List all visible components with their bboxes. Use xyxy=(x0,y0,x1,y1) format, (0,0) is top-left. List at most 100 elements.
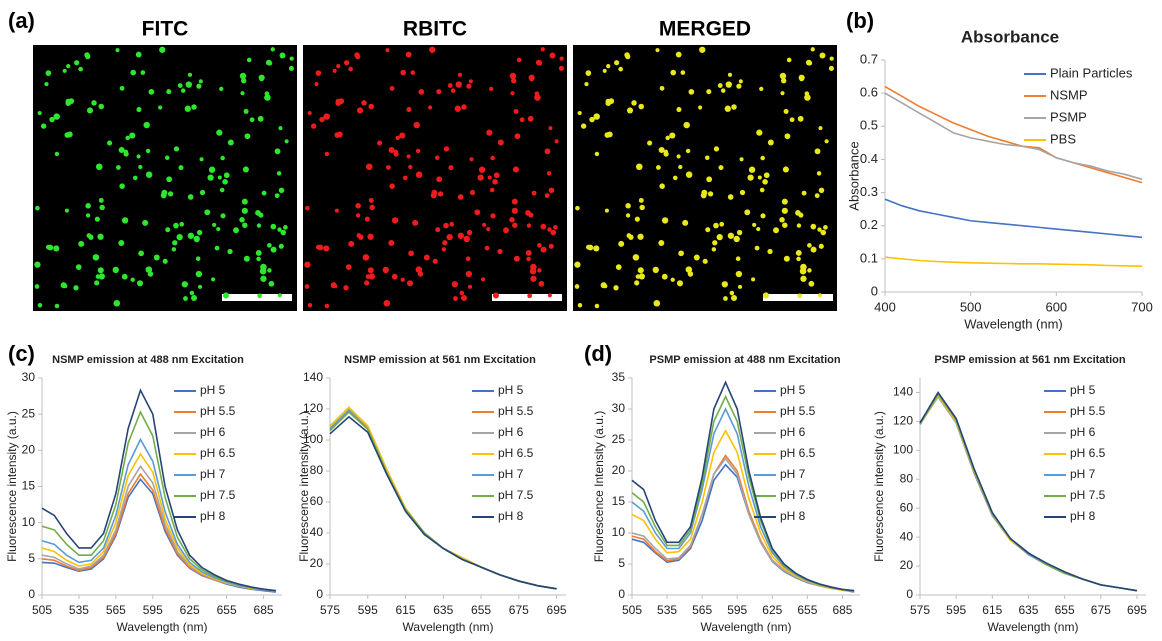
y-tick-label: 0.4 xyxy=(860,151,878,166)
y-tick-label: 40 xyxy=(900,529,914,543)
particle xyxy=(178,165,184,171)
particle xyxy=(762,292,769,299)
particle xyxy=(256,223,262,228)
particle xyxy=(512,166,519,173)
x-tick-label: 575 xyxy=(320,603,340,617)
particle xyxy=(185,81,192,88)
particle xyxy=(85,203,91,209)
legend-label: pH 7 xyxy=(498,467,524,481)
data-line xyxy=(884,92,1143,181)
particle xyxy=(829,56,834,61)
particle xyxy=(383,299,391,307)
legend-label: pH 5 xyxy=(1070,383,1096,397)
particle xyxy=(343,285,349,291)
particle xyxy=(615,264,622,270)
particle xyxy=(800,275,807,282)
particle xyxy=(412,219,419,226)
particle xyxy=(92,254,100,261)
particle xyxy=(37,303,43,308)
particle xyxy=(332,68,337,73)
particle xyxy=(653,299,661,307)
particle xyxy=(45,70,52,76)
particle xyxy=(672,175,678,181)
particle xyxy=(436,176,443,183)
x-tick-label: 505 xyxy=(622,603,642,617)
particle xyxy=(725,81,732,88)
y-tick-label: 0 xyxy=(906,587,913,601)
particle xyxy=(659,85,665,91)
particle xyxy=(711,247,717,252)
particle xyxy=(537,243,542,248)
particle xyxy=(147,271,154,277)
x-tick-label: 535 xyxy=(69,603,89,617)
particle xyxy=(415,266,423,273)
particle xyxy=(652,266,659,274)
particle xyxy=(548,126,553,131)
particle xyxy=(334,132,341,138)
particle xyxy=(534,91,540,96)
particle xyxy=(489,187,495,193)
particle xyxy=(304,284,310,289)
particle xyxy=(767,139,774,146)
particle xyxy=(391,273,398,280)
legend-label: pH 6.5 xyxy=(1070,446,1106,460)
particle xyxy=(417,271,424,277)
particle xyxy=(647,140,653,146)
particle xyxy=(244,133,251,140)
particle xyxy=(130,277,135,282)
particle xyxy=(415,171,423,178)
particle xyxy=(625,213,631,218)
particle xyxy=(680,70,686,75)
particle xyxy=(447,83,453,88)
legend-label: pH 8 xyxy=(1070,509,1096,523)
particle xyxy=(457,194,464,200)
particle xyxy=(678,250,684,257)
image-title: RBITC xyxy=(403,18,467,41)
particle xyxy=(455,81,462,88)
legend-label: Plain Particles xyxy=(1050,65,1133,80)
particle xyxy=(199,189,206,196)
particle xyxy=(177,83,183,88)
particle xyxy=(585,70,592,76)
particle xyxy=(240,91,245,96)
particle xyxy=(60,282,67,289)
particle xyxy=(687,271,694,277)
particle xyxy=(399,132,406,139)
particle xyxy=(94,216,100,222)
particle xyxy=(199,157,204,162)
particle xyxy=(511,207,518,214)
particle xyxy=(148,88,155,95)
particle xyxy=(706,89,712,95)
particle xyxy=(280,229,287,236)
x-tick-label: 655 xyxy=(797,603,817,617)
particle xyxy=(362,254,370,261)
particle xyxy=(138,250,144,257)
particle xyxy=(663,149,669,154)
particle xyxy=(344,60,350,66)
particle xyxy=(211,277,216,282)
particle xyxy=(548,243,554,249)
particle xyxy=(781,207,788,214)
particle xyxy=(484,245,490,251)
particle xyxy=(604,132,611,138)
legend-label: pH 5 xyxy=(200,383,226,397)
particle xyxy=(497,248,503,255)
particle xyxy=(319,116,325,123)
particle xyxy=(142,219,149,226)
particle xyxy=(145,266,153,273)
particle xyxy=(136,107,142,113)
particle xyxy=(37,110,42,116)
particle xyxy=(450,88,456,93)
particle xyxy=(716,234,723,241)
particle xyxy=(304,261,311,268)
particle xyxy=(767,248,773,255)
data-line xyxy=(329,415,557,590)
particle xyxy=(184,105,191,112)
particle xyxy=(324,303,330,309)
particle xyxy=(195,256,201,262)
particle xyxy=(756,227,761,232)
particle xyxy=(547,293,552,298)
particle xyxy=(45,244,51,250)
particle xyxy=(267,243,272,248)
particle xyxy=(632,254,640,261)
